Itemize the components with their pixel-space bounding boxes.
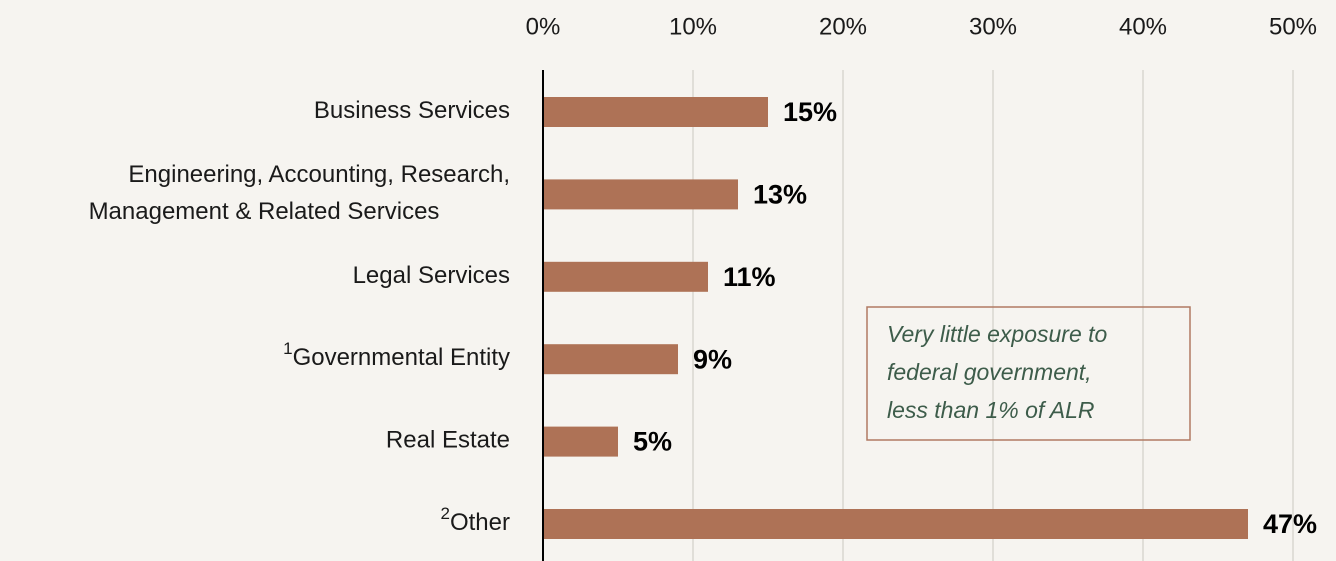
y-tick-label: Management & Related Services [89, 198, 440, 225]
y-tick-label: 1Governmental Entity [283, 340, 510, 372]
footnote-mark: 1 [283, 340, 292, 359]
value-label: 11% [723, 262, 776, 292]
value-label: 5% [633, 427, 672, 457]
x-tick-label: 50% [1269, 13, 1317, 40]
value-label: 47% [1263, 509, 1317, 539]
category-name: Real Estate [386, 427, 510, 454]
bar [543, 426, 618, 457]
annotation: Very little exposure to [887, 321, 1108, 347]
annotation: federal government, [887, 359, 1092, 385]
bar [543, 509, 1248, 539]
bar [543, 261, 708, 292]
category-name: Other [450, 509, 510, 536]
bar [543, 97, 768, 127]
y-tick-label: Engineering, Accounting, Research, [128, 161, 510, 188]
value-label: 13% [753, 180, 807, 210]
x-tick-label: 30% [969, 13, 1017, 40]
annotation: less than 1% of ALR [887, 397, 1095, 423]
bar [543, 179, 738, 210]
x-tick-label: 40% [1119, 13, 1167, 40]
y-tick-label: Real Estate [386, 427, 510, 454]
category-name: Governmental Entity [293, 345, 510, 372]
x-tick-label: 20% [819, 13, 867, 40]
annotation-box [866, 306, 1191, 441]
bar [543, 344, 678, 375]
value-label: 9% [693, 344, 732, 374]
x-tick-label: 0% [526, 13, 561, 40]
value-label: 15% [783, 97, 837, 127]
category-name: Business Services [314, 97, 510, 124]
y-tick-label: Legal Services [353, 262, 510, 289]
y-tick-label: 2Other [441, 504, 511, 536]
x-tick-label: 10% [669, 13, 717, 40]
category-name: Legal Services [353, 262, 510, 289]
footnote-mark: 2 [441, 504, 450, 523]
y-tick-label: Business Services [314, 97, 510, 124]
